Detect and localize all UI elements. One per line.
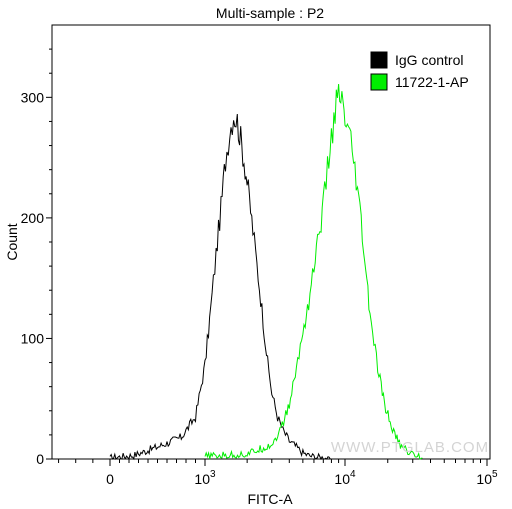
y-tick-label: 300 bbox=[21, 89, 45, 105]
legend-label-antibody: 11722-1-AP bbox=[395, 74, 469, 90]
series-line-1 bbox=[204, 83, 423, 460]
chart-title: Multi-sample : P2 bbox=[216, 5, 324, 21]
y-axis: 0 100 200 300 bbox=[21, 48, 52, 467]
legend: IgG control 11722-1-AP bbox=[370, 51, 469, 91]
x-tick-label: 104 bbox=[334, 469, 356, 487]
legend-swatch-igg bbox=[370, 51, 388, 69]
x-tick-label: 103 bbox=[194, 469, 216, 487]
legend-swatch-antibody bbox=[370, 73, 388, 91]
series-layer bbox=[109, 83, 423, 461]
legend-label-igg: IgG control bbox=[395, 52, 463, 68]
x-tick-label: 105 bbox=[476, 469, 498, 487]
y-axis-label: Count bbox=[4, 223, 20, 260]
x-axis: 0 103 104 105 bbox=[58, 459, 498, 487]
series-line-0 bbox=[109, 113, 332, 461]
x-tick-label: 0 bbox=[106, 471, 114, 487]
plot-frame bbox=[51, 24, 491, 460]
y-tick-label: 200 bbox=[21, 210, 45, 226]
y-tick-label: 100 bbox=[21, 330, 45, 346]
watermark: WWW.PTGLAB.COM bbox=[331, 439, 489, 456]
y-tick-label: 0 bbox=[36, 451, 44, 467]
x-axis-label: FITC-A bbox=[247, 491, 293, 507]
